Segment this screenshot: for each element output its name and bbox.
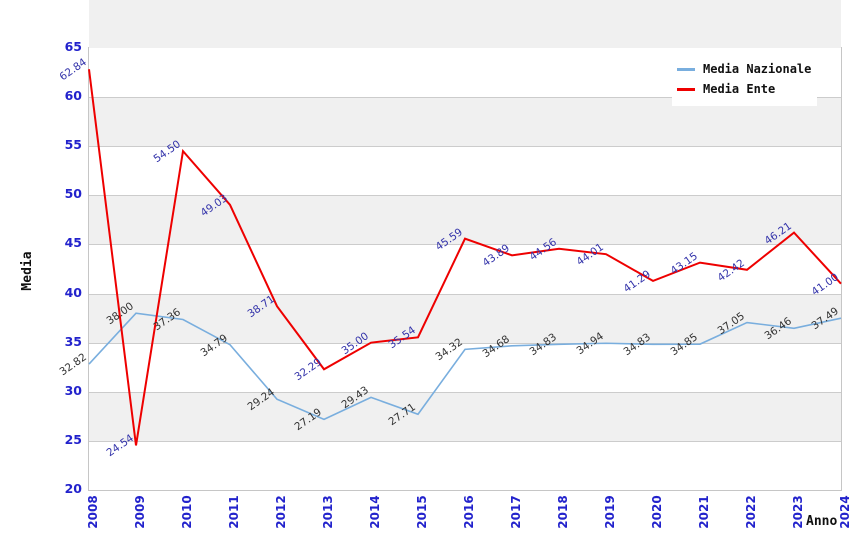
- legend-item: Media Nazionale: [677, 59, 817, 79]
- x-tick-label: 2014: [368, 495, 382, 529]
- data-point-label: 32.82: [57, 351, 89, 379]
- series-lines: [88, 69, 842, 446]
- x-tick-label: 2022: [744, 495, 758, 529]
- x-tick-label: 2012: [274, 495, 288, 529]
- x-tick-label: 2018: [556, 495, 570, 529]
- y-tick-label: 40: [64, 284, 82, 300]
- y-tick-label: 50: [64, 186, 82, 202]
- x-axis-label: Anno: [806, 514, 838, 529]
- x-tick-label: 2015: [415, 495, 429, 529]
- plot-band: [89, 293, 841, 343]
- gridline: [89, 244, 841, 246]
- x-tick-label: 2020: [650, 495, 664, 529]
- x-tick-label: 2017: [509, 495, 523, 529]
- plot-area: 32.82 38.00 37.36 34.79 29.24 27.19 29.43 27.71…: [57, 0, 842, 491]
- gridline: [89, 195, 841, 197]
- legend-line-marker: [677, 67, 695, 71]
- series-line-media-ente: [88, 69, 842, 446]
- x-tick-label: 2023: [791, 495, 805, 529]
- legend: Media Nazionale Media Ente: [672, 52, 817, 106]
- series-line-media-nazionale: [88, 312, 842, 421]
- gridline: [89, 146, 841, 148]
- legend-item: Media Ente: [677, 79, 817, 99]
- y-axis-label: Media: [20, 251, 35, 291]
- y-tick-label: 25: [64, 431, 82, 447]
- x-tick-label: 2013: [321, 495, 335, 529]
- y-tick-label: 30: [64, 382, 82, 398]
- gridline: [89, 342, 841, 344]
- data-point-label: 62.84: [57, 56, 89, 84]
- legend-item-label: Media Ente: [703, 82, 776, 96]
- y-tick-label: 20: [64, 481, 82, 496]
- x-tick-label: 2010: [180, 495, 194, 529]
- x-tick-label: 2011: [227, 495, 241, 529]
- y-tick-label: 55: [64, 137, 82, 153]
- x-tick-label: 2019: [603, 495, 617, 529]
- gridline: [89, 391, 841, 393]
- y-tick-label: 60: [64, 88, 82, 104]
- x-tick-label: 2009: [133, 495, 147, 529]
- plot-band: [89, 0, 841, 48]
- gridline: [89, 440, 841, 442]
- y-tick-label: 65: [64, 39, 82, 54]
- gridline: [89, 97, 841, 99]
- x-tick-label: 2021: [697, 495, 711, 529]
- legend-item-label: Media Nazionale: [703, 62, 812, 76]
- y-tick-label: 35: [64, 333, 82, 349]
- y-tick-label: 45: [64, 235, 82, 251]
- plot-band: [89, 391, 841, 441]
- gridline: [89, 293, 841, 295]
- legend-line-marker: [677, 87, 695, 91]
- x-tick-label: 2008: [86, 495, 100, 529]
- x-tick-label: 2016: [462, 495, 476, 529]
- plot-band: [89, 195, 841, 245]
- x-tick-label: 2024: [838, 495, 850, 529]
